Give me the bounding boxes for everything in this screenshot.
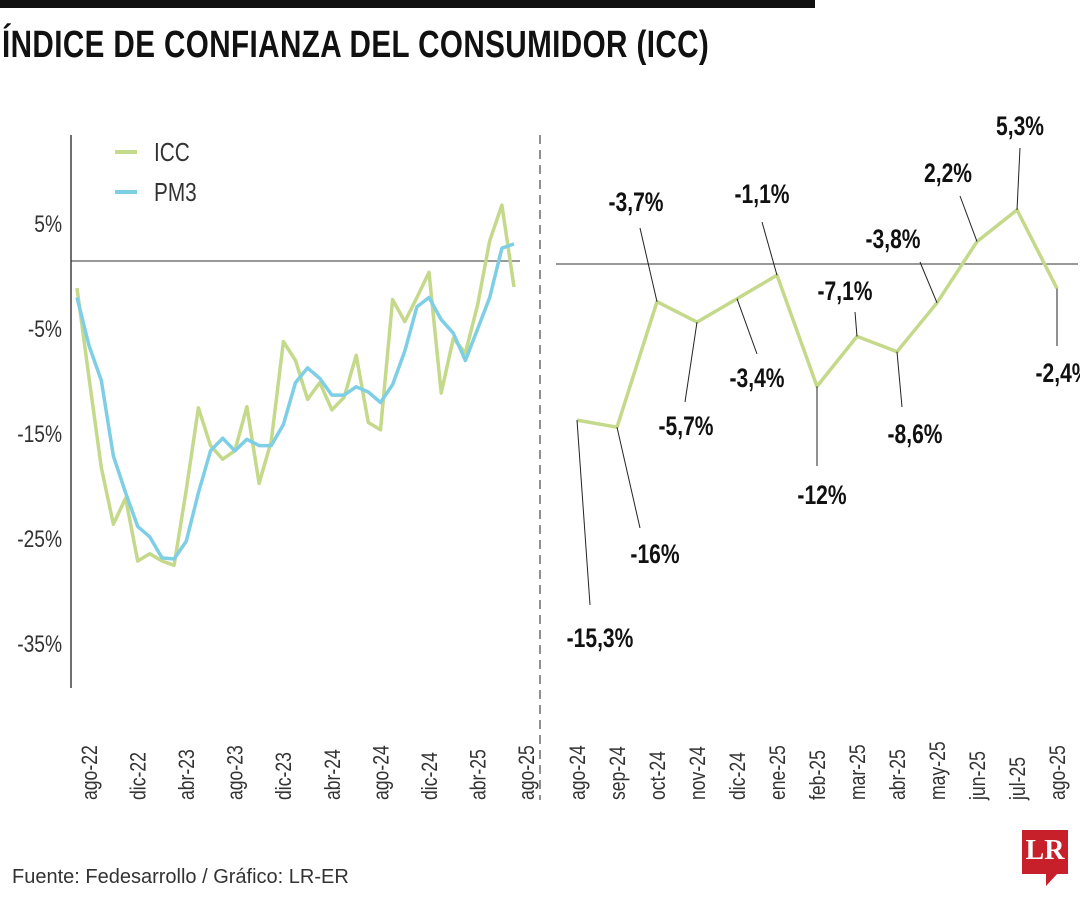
leader-line (576, 420, 591, 606)
x-tick-label: ago-25 (515, 745, 539, 800)
legend-label-icc: ICC (154, 138, 190, 167)
x-tick-label: oct-24 (646, 751, 670, 800)
x-tick-label: ago-23 (224, 745, 248, 800)
data-label: 2,2% (924, 159, 972, 189)
data-label: -3,4% (729, 364, 784, 394)
x-tick-label: ene-25 (766, 745, 790, 800)
leader-line (761, 221, 778, 276)
source-note: Fuente: Fedesarrollo / Gráfico: LR-ER (12, 866, 349, 888)
leader-line (1016, 147, 1021, 210)
x-tick-label: nov-24 (686, 746, 710, 800)
top-bar (0, 0, 815, 8)
data-label: 5,3% (996, 112, 1044, 142)
leader-line (684, 322, 698, 403)
leader-line (854, 311, 858, 337)
x-tick-label: dic-23 (272, 752, 296, 800)
data-label: -15,3% (567, 624, 634, 654)
x-tick-label: abr-25 (886, 749, 910, 800)
x-tick-label: mar-25 (846, 744, 870, 800)
x-tick-label: ago-24 (566, 745, 590, 800)
x-tick-label: ago-24 (370, 745, 394, 800)
logo-tail (1046, 873, 1058, 886)
data-label: -3,8% (865, 225, 920, 255)
x-tick-label: dic-24 (418, 752, 442, 800)
leader-line (919, 261, 938, 303)
x-tick-label: jul-25 (1006, 757, 1030, 801)
x-tick-label: abr-25 (467, 749, 491, 800)
chart-title: ÍNDICE DE CONFIANZA DEL CONSUMIDOR (ICC) (2, 24, 710, 66)
leader-line (736, 298, 758, 355)
data-label: -8,6% (887, 420, 942, 450)
x-tick-label: ago-22 (78, 745, 102, 800)
leader-line (896, 351, 903, 408)
y-tick-label: -35% (17, 630, 62, 658)
data-label: -2,4% (1035, 359, 1080, 389)
leader-line (616, 427, 641, 529)
x-tick-label: jun-25 (966, 751, 990, 801)
data-label: -5,7% (658, 412, 713, 442)
y-tick-label: -25% (17, 525, 62, 553)
series-line-pm3 (75, 242, 515, 561)
y-tick-label: 5% (34, 210, 62, 238)
x-tick-label: sep-24 (606, 746, 630, 800)
y-tick-label: -5% (28, 315, 62, 343)
x-tick-label: abr-24 (321, 749, 345, 800)
data-label: -12% (797, 481, 846, 511)
leader-line (639, 227, 658, 302)
x-tick-label: abr-23 (175, 749, 199, 800)
x-tick-label: ago-25 (1046, 745, 1070, 800)
data-label: -3,7% (608, 188, 663, 218)
data-label: -7,1% (817, 277, 872, 307)
x-tick-label: dic-24 (726, 752, 750, 800)
legend-label-pm3: PM3 (154, 178, 197, 207)
x-tick-label: feb-25 (806, 750, 830, 800)
x-tick-label: dic-22 (127, 752, 151, 800)
data-label: -16% (630, 540, 679, 570)
lr-logo: LR (1022, 830, 1068, 874)
x-tick-label: may-25 (926, 741, 950, 800)
leader-line (959, 195, 978, 242)
y-tick-label: -15% (17, 420, 62, 448)
data-label: -1,1% (734, 180, 789, 210)
